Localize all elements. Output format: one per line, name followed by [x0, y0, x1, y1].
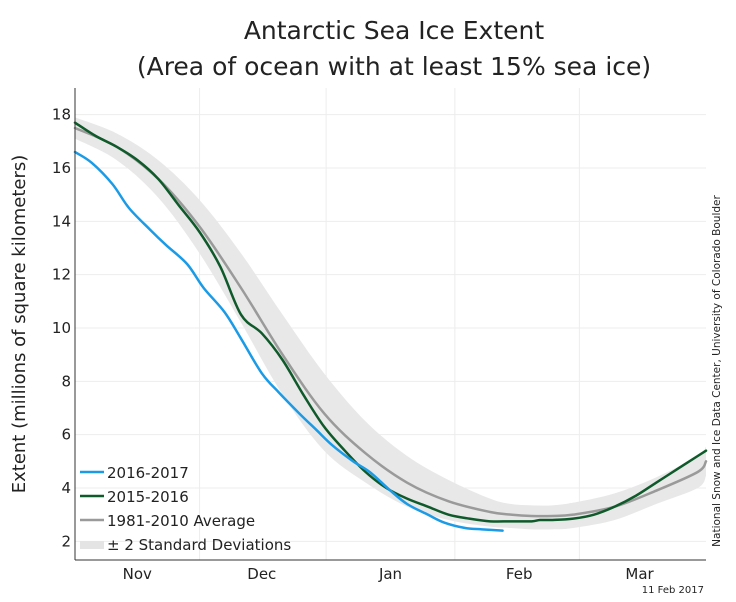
y-tick-label: 16: [52, 159, 71, 177]
y-axis-label: Extent (millions of square kilometers): [9, 155, 30, 494]
x-tick-label-mar: Mar: [625, 565, 654, 583]
legend-label-2015-2016: 2015-2016: [107, 488, 189, 506]
y-tick-labels: 2 4 6 8 10 12 14 16 18: [52, 106, 71, 551]
chart-title-line1: Antarctic Sea Ice Extent: [244, 16, 545, 45]
x-tick-label-nov: Nov: [123, 565, 152, 583]
series-line-2015-2016: [73, 121, 708, 523]
std-dev-band-area: [75, 117, 706, 530]
chart-title-line2: (Area of ocean with at least 15% sea ice…: [137, 52, 651, 81]
grid: [75, 88, 706, 560]
y-tick-label: 4: [61, 479, 71, 497]
legend-label-std-dev: ± 2 Standard Deviations: [107, 536, 291, 554]
y-tick-label: 8: [61, 372, 71, 390]
legend-label-average: 1981-2010 Average: [107, 512, 255, 530]
axes: [74, 88, 706, 561]
series-line-2016-2017: [73, 150, 504, 532]
x-tick-labels: Nov Dec Jan Feb Mar: [123, 565, 655, 583]
x-tick-label-dec: Dec: [247, 565, 276, 583]
legend-label-2016-2017: 2016-2017: [107, 464, 189, 482]
y-tick-label: 18: [52, 106, 71, 124]
std-dev-band: [75, 117, 706, 530]
y-tick-label: 2: [61, 532, 71, 550]
y-tick-label: 10: [52, 319, 71, 337]
date-stamp: 11 Feb 2017: [642, 585, 704, 596]
legend: 2016-2017 2015-2016 1981-2010 Average ± …: [80, 464, 291, 554]
y-tick-label: 6: [61, 426, 71, 444]
y-tick-label: 12: [52, 266, 71, 284]
series-lines: [73, 121, 708, 532]
x-tick-label-feb: Feb: [506, 565, 533, 583]
source-credit: National Snow and Ice Data Center, Unive…: [711, 195, 723, 547]
y-tick-label: 14: [52, 212, 71, 230]
x-tick-label-jan: Jan: [378, 565, 402, 583]
